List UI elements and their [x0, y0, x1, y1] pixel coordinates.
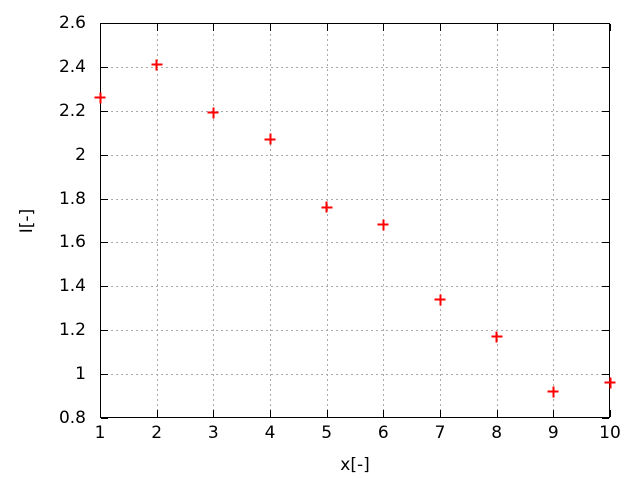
- data-point-marker: [547, 386, 559, 398]
- x-tick-label: 10: [599, 423, 621, 443]
- x-tick-top: [440, 24, 441, 31]
- y-tick-left: [101, 66, 108, 68]
- x-tick-label: 1: [94, 423, 106, 443]
- data-point-marker: [94, 92, 106, 104]
- y-tick-left: [101, 286, 108, 288]
- gridline-vertical: [156, 24, 158, 417]
- x-tick-top: [383, 24, 385, 31]
- y-axis-title: I[-]: [17, 208, 37, 234]
- gridline-horizontal: [101, 198, 609, 200]
- y-tick-label: 1: [75, 364, 86, 385]
- data-point-marker: [604, 377, 616, 389]
- data-point-marker: [264, 133, 276, 145]
- y-tick-right: [602, 198, 609, 200]
- y-tick-left: [101, 154, 108, 156]
- x-tick-label: 3: [207, 423, 219, 443]
- gridline-horizontal: [101, 110, 609, 112]
- x-tick-bottom: [383, 410, 385, 417]
- y-tick-label: 1.6: [58, 232, 86, 253]
- data-point-marker: [207, 107, 219, 119]
- gridline-horizontal: [101, 154, 609, 156]
- x-tick-label: 8: [491, 423, 503, 443]
- y-tick-label: 1.8: [58, 188, 86, 209]
- x-tick-label: 9: [547, 423, 559, 443]
- gridline-vertical: [496, 24, 498, 417]
- x-tick-top: [326, 24, 328, 31]
- x-tick-bottom: [100, 410, 101, 417]
- data-point-marker: [321, 201, 333, 213]
- plot-area-border: [100, 23, 610, 418]
- x-tick-bottom: [326, 410, 328, 417]
- y-tick-right: [602, 374, 609, 376]
- y-tick-left: [101, 374, 108, 376]
- x-tick-top: [213, 24, 215, 31]
- gridline-horizontal: [101, 286, 609, 288]
- x-tick-bottom: [553, 410, 555, 417]
- x-tick-label: 7: [434, 423, 446, 443]
- x-tick-bottom: [156, 410, 158, 417]
- x-tick-bottom: [496, 410, 498, 417]
- gridline-vertical: [213, 24, 215, 417]
- y-tick-left: [101, 198, 108, 200]
- gridline-horizontal: [101, 374, 609, 376]
- y-tick-label: 1.2: [58, 320, 86, 341]
- y-tick-label: 2.4: [58, 56, 86, 77]
- y-tick-right: [602, 23, 609, 24]
- data-point-marker: [491, 331, 503, 343]
- y-tick-label: 2.2: [58, 100, 86, 121]
- y-tick-right: [602, 418, 609, 419]
- x-tick-top: [156, 24, 158, 31]
- x-tick-bottom: [440, 410, 441, 417]
- y-tick-left: [101, 242, 108, 244]
- y-tick-label: 0.8: [58, 408, 86, 428]
- data-point-marker: [434, 294, 446, 305]
- x-tick-top: [270, 24, 271, 31]
- y-tick-left: [101, 110, 108, 112]
- x-axis-title: x[-]: [340, 455, 370, 475]
- x-tick-bottom: [270, 410, 271, 417]
- gridline-vertical: [440, 24, 441, 417]
- gridline-vertical: [326, 24, 328, 417]
- y-tick-right: [602, 330, 609, 332]
- x-tick-label: 5: [321, 423, 333, 443]
- gridline-horizontal: [101, 330, 609, 332]
- y-tick-left: [101, 23, 108, 24]
- x-tick-label: 2: [151, 423, 163, 443]
- y-tick-left: [101, 330, 108, 332]
- gridline-horizontal: [101, 66, 609, 68]
- x-tick-bottom: [610, 410, 611, 417]
- x-tick-top: [553, 24, 555, 31]
- gridline-horizontal: [101, 242, 609, 244]
- data-point-marker: [377, 219, 389, 231]
- y-tick-right: [602, 154, 609, 156]
- x-tick-top: [496, 24, 498, 31]
- x-tick-label: 4: [264, 423, 276, 443]
- y-tick-right: [602, 110, 609, 112]
- y-tick-right: [602, 66, 609, 68]
- x-tick-top: [610, 24, 611, 31]
- x-tick-label: 6: [377, 423, 389, 443]
- y-tick-right: [602, 242, 609, 244]
- y-tick-label: 1.4: [58, 276, 86, 297]
- y-tick-right: [602, 286, 609, 288]
- y-tick-label: 2.6: [58, 13, 86, 33]
- gridline-vertical: [270, 24, 271, 417]
- x-tick-bottom: [213, 410, 215, 417]
- x-tick-top: [100, 24, 101, 31]
- data-point-marker: [151, 59, 163, 71]
- y-tick-left: [101, 418, 108, 419]
- y-tick-label: 2: [75, 144, 86, 165]
- gridline-vertical: [553, 24, 555, 417]
